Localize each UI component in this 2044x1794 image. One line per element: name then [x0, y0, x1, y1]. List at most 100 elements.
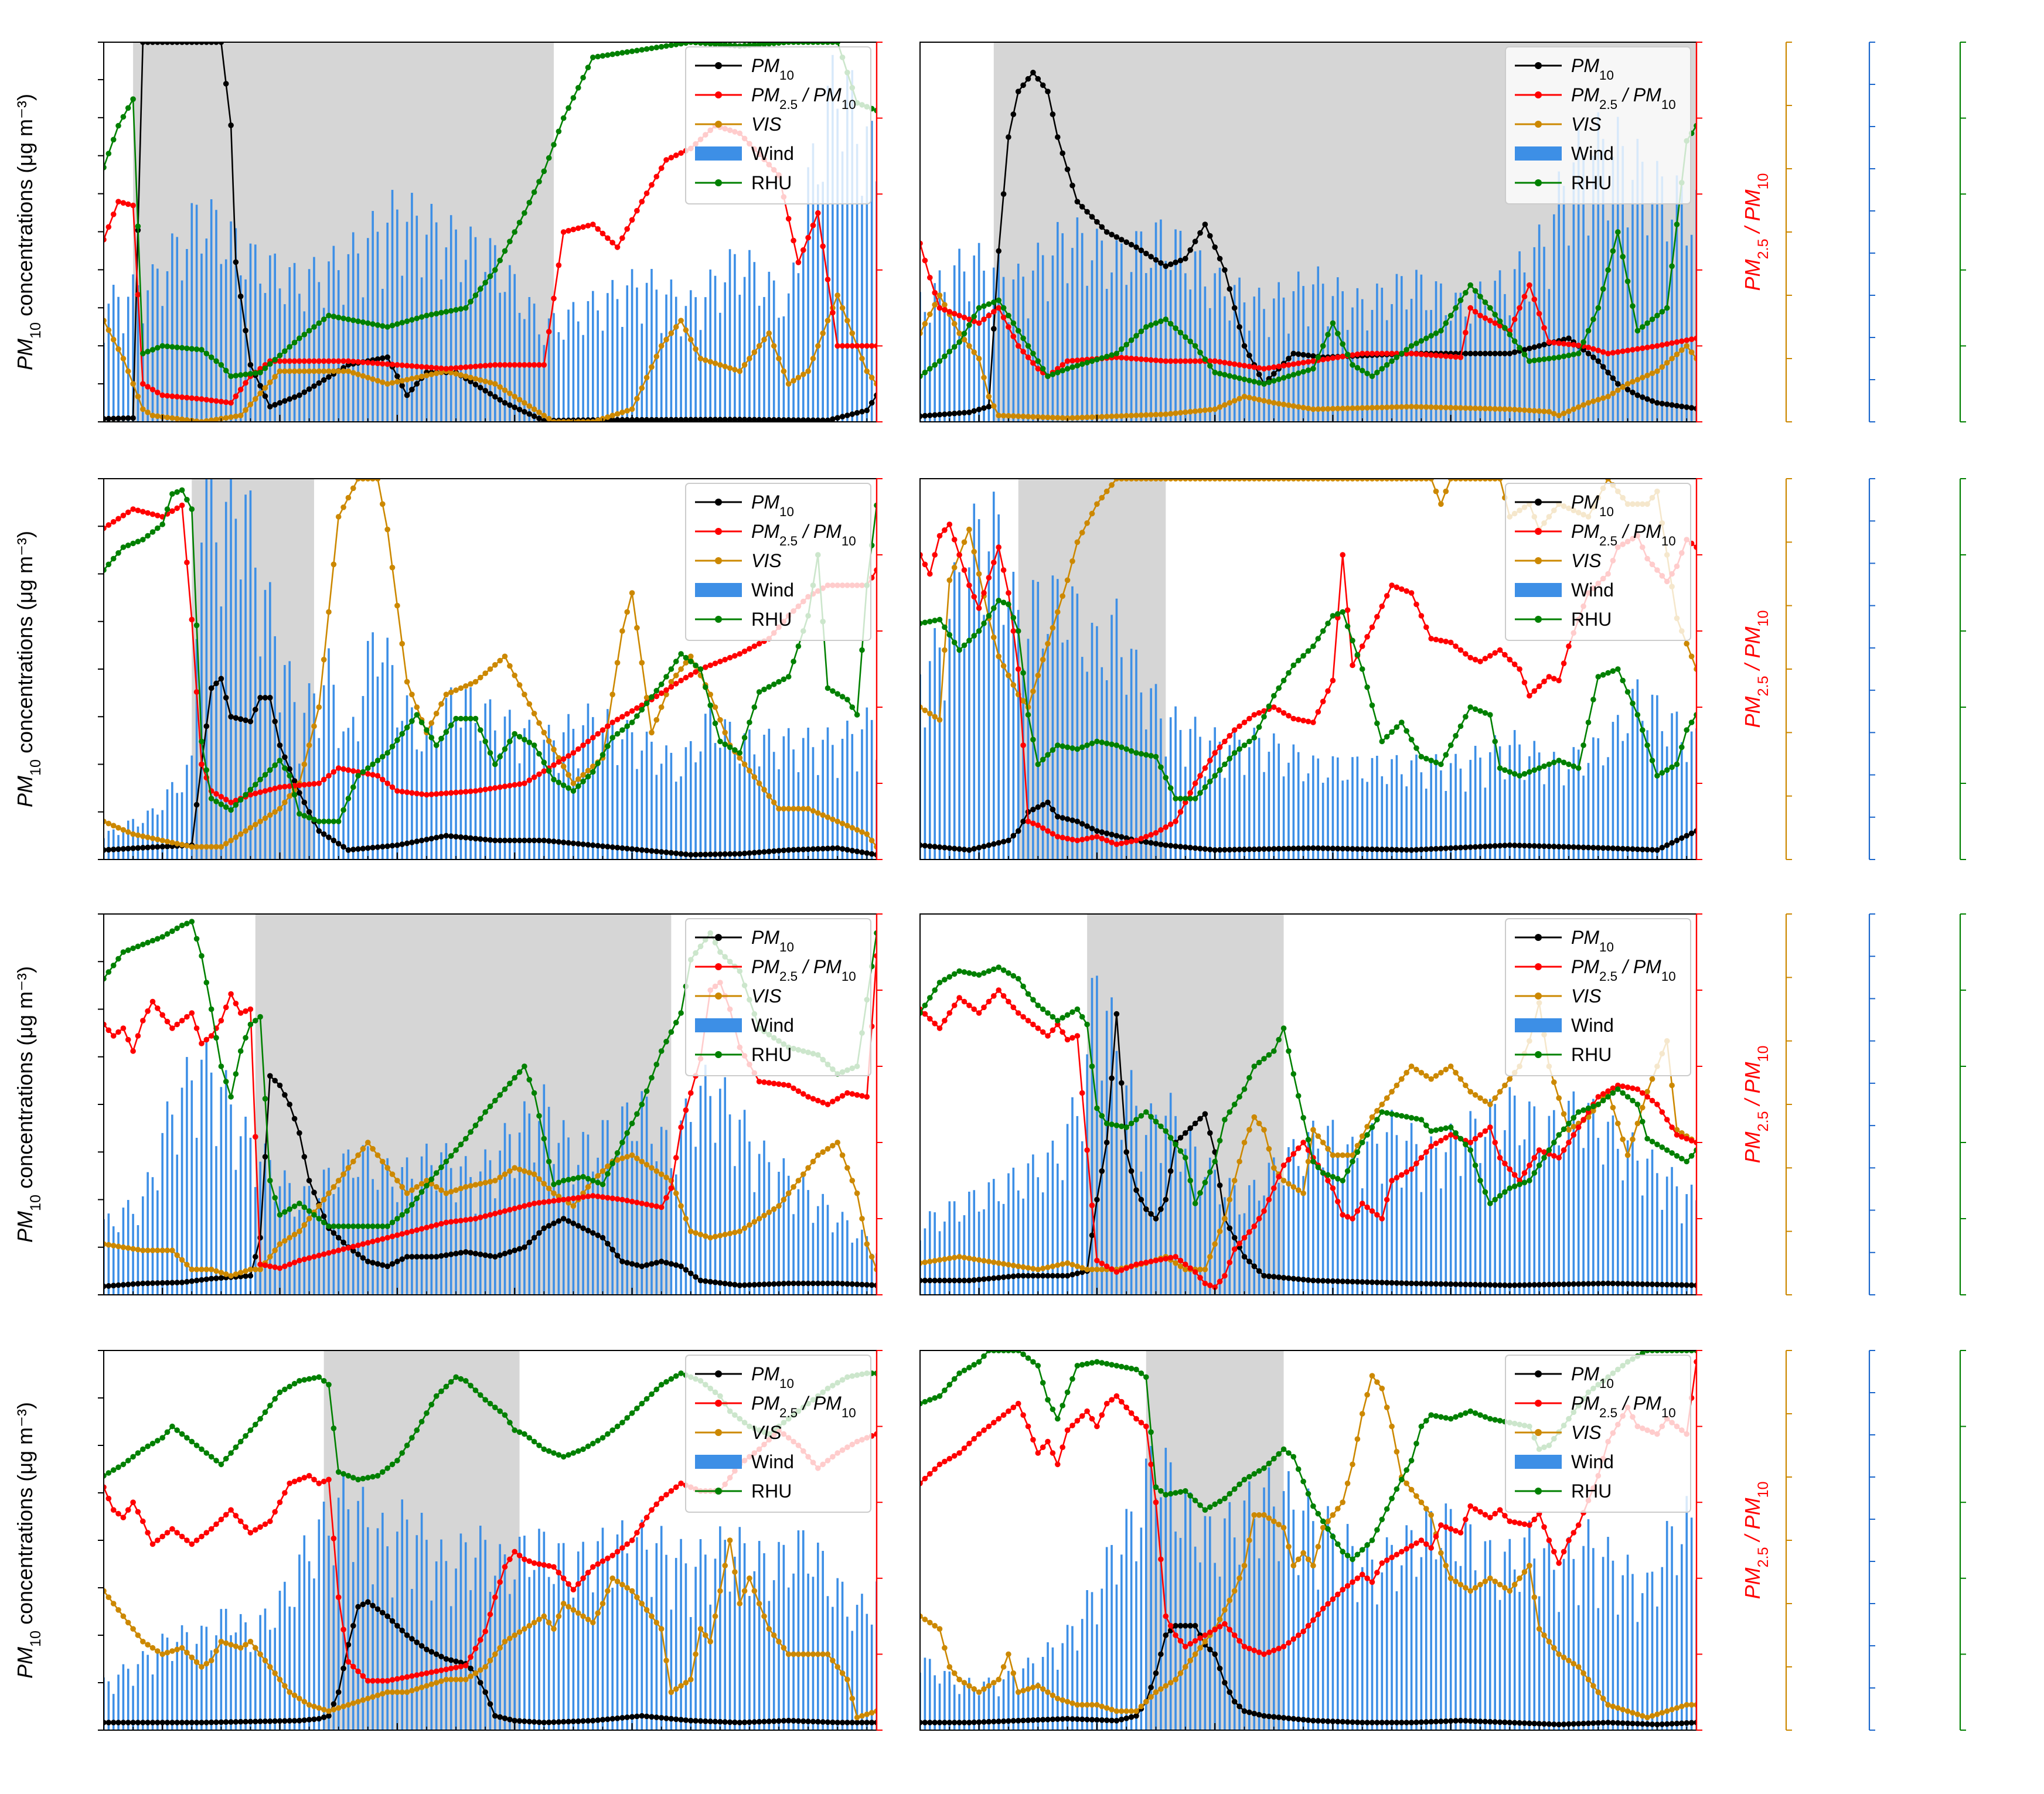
pm10-point: [1443, 845, 1449, 851]
wind-bar: [366, 640, 369, 860]
wind-bar: [1032, 579, 1034, 860]
vis-point: [1624, 1152, 1631, 1158]
vis-point: [966, 343, 972, 349]
pm10-point: [193, 42, 200, 45]
rhu-point: [1158, 764, 1164, 770]
pm10-point: [468, 835, 473, 841]
pm10-point: [741, 417, 748, 422]
wind-bar: [1135, 1106, 1137, 1295]
pm10-point: [159, 1280, 166, 1286]
ratio-point: [522, 1203, 527, 1209]
pm10-point: [854, 410, 860, 416]
vis-point: [1099, 1266, 1105, 1273]
wind-bar: [1007, 1173, 1010, 1295]
wind-bar: [665, 294, 667, 422]
ratio-point: [218, 1018, 224, 1024]
pm10-point: [756, 1281, 762, 1288]
vis-point: [747, 356, 752, 361]
ratio-point: [394, 362, 400, 368]
wind-bar: [1572, 747, 1575, 860]
rhu-point: [1183, 796, 1188, 801]
vis-point: [741, 1225, 748, 1232]
pm10-point: [120, 415, 127, 421]
wind-bar: [1154, 1114, 1157, 1295]
pm10-point: [981, 843, 987, 850]
pm10-point: [104, 847, 107, 853]
pm10-point: [1536, 843, 1542, 849]
wind-bar: [1224, 296, 1226, 422]
pm10-point: [365, 845, 371, 851]
pm10-point: [482, 1252, 488, 1258]
wind-bar: [479, 285, 482, 422]
rhu-point: [257, 776, 263, 783]
wind-bar: [1410, 1123, 1413, 1295]
ratio-point: [531, 362, 537, 368]
wind-bar: [1047, 1152, 1049, 1295]
wind-bar: [1297, 752, 1300, 860]
pm10-point: [531, 837, 537, 844]
vis-point: [115, 346, 121, 352]
rhu-point: [243, 1035, 248, 1041]
vis-point: [1408, 479, 1415, 482]
wind-bar: [1405, 786, 1408, 860]
ratio-point: [233, 1001, 239, 1007]
wind-bar: [528, 297, 531, 422]
vis-point: [1138, 479, 1144, 482]
ratio-point: [297, 1257, 302, 1264]
rhu-point: [155, 525, 161, 531]
vis-point: [355, 479, 361, 482]
ratio-point: [174, 505, 180, 511]
vis-point: [1443, 1066, 1449, 1073]
pm10-point: [1497, 843, 1503, 849]
rhu-point: [507, 1080, 513, 1087]
ratio-point: [1305, 718, 1311, 725]
pm10-point: [1256, 371, 1262, 377]
rhu-point: [1060, 367, 1065, 374]
wind-bar: [1685, 1194, 1688, 1295]
ratio-point: [487, 362, 493, 369]
ratio-point: [1418, 613, 1425, 619]
vis-point: [1389, 1089, 1395, 1095]
rhu-point: [164, 343, 171, 349]
ratio-point: [1084, 835, 1090, 842]
pm10-point: [634, 417, 640, 422]
pm10-point: [1300, 845, 1306, 851]
rhu-point: [272, 357, 278, 363]
wind-bar: [137, 285, 139, 422]
vis-point: [1119, 413, 1125, 419]
ratio-point: [595, 1193, 601, 1199]
rhu-point: [1015, 328, 1021, 334]
wind-bar: [1120, 243, 1123, 422]
pm10-point: [418, 837, 425, 844]
pm10-point: [1167, 843, 1174, 849]
vis-point: [169, 840, 175, 845]
rhu-point: [155, 936, 161, 942]
pm10-point: [1074, 818, 1081, 824]
ratio-point: [551, 762, 557, 768]
rhu-point: [1212, 370, 1218, 376]
ratio-point: [815, 210, 821, 216]
rhu-point: [428, 1176, 435, 1182]
pm10-point: [1595, 1281, 1602, 1287]
wind-bar: [1665, 746, 1668, 860]
ratio-point: [233, 393, 239, 400]
wind-bar: [1675, 175, 1678, 422]
pm10-point: [839, 846, 846, 852]
wind-bar: [1518, 744, 1521, 860]
vis-point: [399, 640, 405, 647]
pm10-point: [961, 410, 968, 416]
ratio-point: [541, 1199, 547, 1205]
pm10-point: [384, 1263, 390, 1270]
wind-bar: [861, 196, 863, 422]
rhu-point: [766, 42, 772, 47]
ratio-point: [1035, 822, 1041, 828]
wind-bar: [1208, 740, 1211, 860]
pm10-point: [673, 1262, 679, 1268]
pm10-point: [996, 1275, 1001, 1281]
rhu-point: [1403, 347, 1409, 353]
wind-bar: [1508, 315, 1511, 422]
wind-bar: [1528, 1101, 1531, 1295]
vis-point: [1561, 410, 1567, 417]
vis-point: [966, 526, 972, 533]
ratio-point: [629, 217, 635, 223]
